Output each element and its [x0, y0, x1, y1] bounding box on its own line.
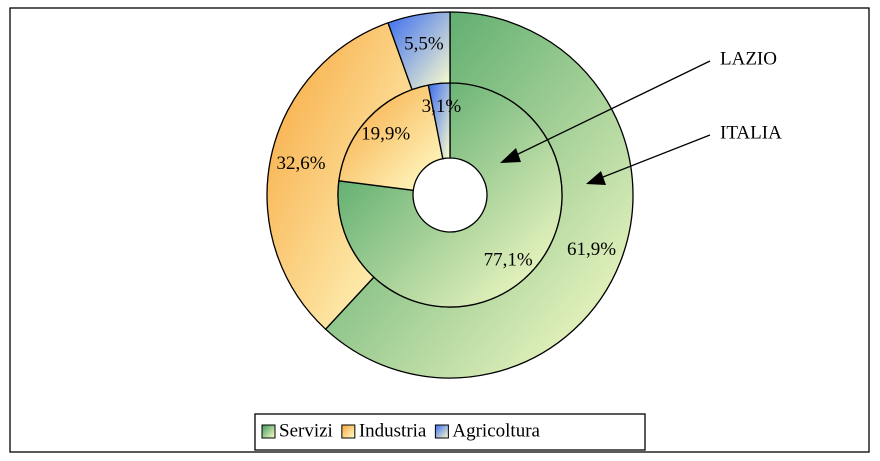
- data-label: 32,6%: [277, 153, 326, 174]
- legend-swatch: [261, 424, 276, 439]
- rings: [266, 11, 634, 379]
- data-label: 19,9%: [361, 123, 410, 144]
- legend-label: Industria: [359, 420, 427, 441]
- annotation-arrow: [511, 60, 711, 158]
- legend-items: Servizi Industria Agricoltura: [261, 420, 541, 441]
- data-label: 61,9%: [567, 239, 616, 260]
- legend: [254, 413, 646, 451]
- legend-swatch: [341, 424, 356, 439]
- annotation: LAZIO: [720, 48, 777, 69]
- slice: [338, 84, 444, 192]
- slice: [337, 82, 563, 308]
- legend-label: Servizi: [279, 420, 333, 441]
- slice: [427, 82, 451, 160]
- data-label: 5,5%: [404, 34, 444, 55]
- data-label: 3,1%: [422, 96, 462, 117]
- arrow-head: [500, 148, 521, 163]
- arrow-head: [586, 171, 606, 185]
- annotation: ITALIA: [720, 122, 782, 143]
- annotation-arrow: [597, 134, 711, 180]
- legend-swatch: [434, 424, 449, 439]
- legend-label: Agricoltura: [452, 420, 540, 441]
- data-label: 77,1%: [484, 249, 533, 270]
